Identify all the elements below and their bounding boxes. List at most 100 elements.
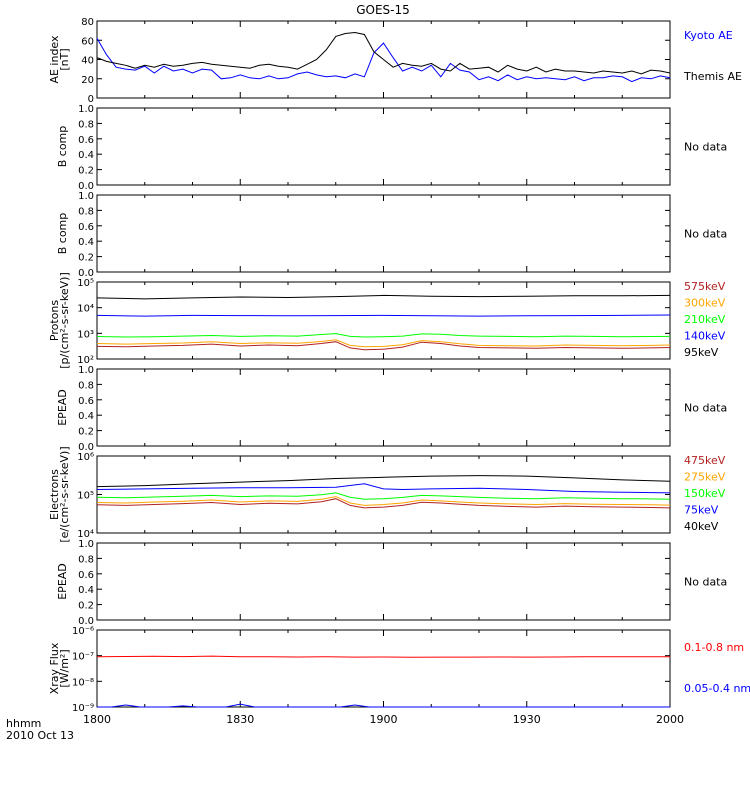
y-axis-label: [e/(cm²-s-sr-keV)] <box>58 446 71 542</box>
legend-label: 75keV <box>684 504 719 517</box>
panel-frame <box>96 629 671 708</box>
y-axis-label: [nT] <box>58 48 71 70</box>
y-tick-label: 10³ <box>77 329 94 340</box>
y-axis-label: AE index <box>48 35 61 84</box>
series-line-95kev <box>96 294 671 300</box>
series-line-275kev <box>96 496 671 506</box>
y-tick-label: 1.0 <box>78 365 94 376</box>
y-tick-label: 20 <box>81 75 94 86</box>
panel-bcomp2: 0.0 0.2 0.4 0.6 0.8 1.0 B comp No data <box>56 191 727 279</box>
y-tick-label: 0 <box>88 94 94 105</box>
y-axis-label: Protons <box>48 300 61 341</box>
x-tick-label: 1830 <box>226 713 254 726</box>
panel-epead1: 0.0 0.2 0.4 0.6 0.8 1.0 EPEAD No data <box>56 365 727 453</box>
panel-electrons: 10⁴ 10⁵ 10⁶ Electrons[e/(cm²-s-sr-keV)] 475k… <box>48 446 726 542</box>
time-axis-label-hhmm: hhmm <box>6 717 41 730</box>
series-line-475kev <box>96 498 671 509</box>
series-line-75kev <box>96 483 671 494</box>
x-tick-label: 1930 <box>513 713 541 726</box>
series-line-210kev <box>96 333 671 338</box>
legend-label: 40keV <box>684 520 719 533</box>
legend-label: 575keV <box>684 280 726 293</box>
y-tick-label: 0.2 <box>78 427 94 438</box>
status-label: No data <box>684 228 727 241</box>
panel-ae: 0 20 40 60 80 AE index[nT] Kyoto AE Themis AE <box>48 17 742 105</box>
panel-bcomp1: 0.0 0.2 0.4 0.6 0.8 1.0 B comp No data <box>56 104 727 192</box>
series-line-40kev <box>96 475 671 488</box>
legend-label: 275keV <box>684 471 726 484</box>
y-tick-label: 10⁵ <box>77 278 94 289</box>
legend-label: 140keV <box>684 330 726 343</box>
panel-frame <box>96 194 671 273</box>
legend-label: 300keV <box>684 297 726 310</box>
panel-protons: 10² 10³ 10⁴ 10⁵ Protons[p/(cm²-s-sr-keV)] 575… <box>48 272 726 369</box>
y-tick-label: 0.4 <box>78 237 94 248</box>
y-tick-label: 0.6 <box>78 396 94 407</box>
series-line-150kev <box>96 492 671 500</box>
panel-frame <box>96 107 671 186</box>
y-tick-label: 10⁵ <box>77 491 94 502</box>
y-tick-label: 0.6 <box>78 135 94 146</box>
y-axis-label: Electrons <box>48 469 61 520</box>
x-tick-label: 1900 <box>370 713 398 726</box>
y-tick-label: 0.0 <box>78 181 94 192</box>
panel-xray: 10⁻⁹ 10⁻⁸ 10⁻⁷ 10⁻⁶ Xray Flux[W/m²] 0.1-0.8 n… <box>48 626 750 714</box>
y-tick-label: 0.0 <box>78 616 94 627</box>
legend-label: 210keV <box>684 313 726 326</box>
legend-label: Themis AE <box>683 70 742 83</box>
time-axis: 1800 1830 1900 1930 2000 <box>83 713 684 726</box>
y-axis-label: EPEAD <box>56 563 69 600</box>
y-axis-label: [p/(cm²-s-sr-keV)] <box>58 272 71 369</box>
y-axis-label: EPEAD <box>56 389 69 426</box>
legend-label: 0.1-0.8 nm <box>684 641 744 654</box>
y-tick-label: 0.8 <box>78 380 94 391</box>
y-tick-label: 0.8 <box>78 554 94 565</box>
y-tick-label: 0.2 <box>78 253 94 264</box>
y-tick-label: 40 <box>81 56 94 67</box>
legend-label: 0.05-0.4 nm <box>684 682 750 695</box>
series-line-0-1-0-8-nm <box>96 655 671 658</box>
y-axis-label: Xray Flux <box>48 642 61 694</box>
series-line-0-05-0-4-nm <box>97 703 670 708</box>
x-tick-label: 1800 <box>83 713 111 726</box>
y-tick-label: 0.0 <box>78 268 94 279</box>
y-tick-label: 10⁻⁹ <box>72 703 94 714</box>
y-axis-label: B comp <box>56 213 69 255</box>
panel-epead2: 0.0 0.2 0.4 0.6 0.8 1.0 EPEAD No data <box>56 539 727 627</box>
series-line-kyoto-ae <box>96 38 671 83</box>
y-tick-label: 60 <box>81 36 94 47</box>
y-tick-label: 0.2 <box>78 601 94 612</box>
y-tick-label: 0.0 <box>78 442 94 453</box>
y-tick-label: 0.6 <box>78 570 94 581</box>
panel-frame <box>96 542 671 621</box>
y-tick-label: 10² <box>77 355 94 366</box>
series-line-575kev <box>96 341 671 351</box>
y-tick-label: 0.8 <box>78 206 94 217</box>
y-tick-label: 0.2 <box>78 166 94 177</box>
y-tick-label: 10⁶ <box>77 452 94 463</box>
y-tick-label: 1.0 <box>78 104 94 115</box>
y-axis-label: B comp <box>56 126 69 168</box>
panel-frame <box>96 368 671 447</box>
legend-label: 475keV <box>684 454 726 467</box>
y-tick-label: 0.4 <box>78 411 94 422</box>
y-tick-label: 0.8 <box>78 119 94 130</box>
y-tick-label: 0.6 <box>78 222 94 233</box>
chart-title: GOES-15 <box>356 3 410 17</box>
status-label: No data <box>684 402 727 415</box>
y-axis-label: [W/m²] <box>58 649 71 687</box>
legend-label: 95keV <box>684 346 719 359</box>
y-tick-label: 10⁻⁸ <box>72 677 94 688</box>
series-line-themis-ae <box>96 31 671 75</box>
status-label: No data <box>684 141 727 154</box>
y-tick-label: 10⁻⁷ <box>72 652 94 663</box>
legend-label: Kyoto AE <box>684 29 733 42</box>
time-axis-label-date: 2010 Oct 13 <box>6 729 74 742</box>
status-label: No data <box>684 576 727 589</box>
y-tick-label: 10⁴ <box>77 304 94 315</box>
panels: 0 20 40 60 80 AE index[nT] Kyoto AE Themis AE 0.… <box>48 17 750 714</box>
series-line-300kev <box>96 339 671 348</box>
y-tick-label: 10⁻⁶ <box>72 626 94 637</box>
legend-label: 150keV <box>684 487 726 500</box>
